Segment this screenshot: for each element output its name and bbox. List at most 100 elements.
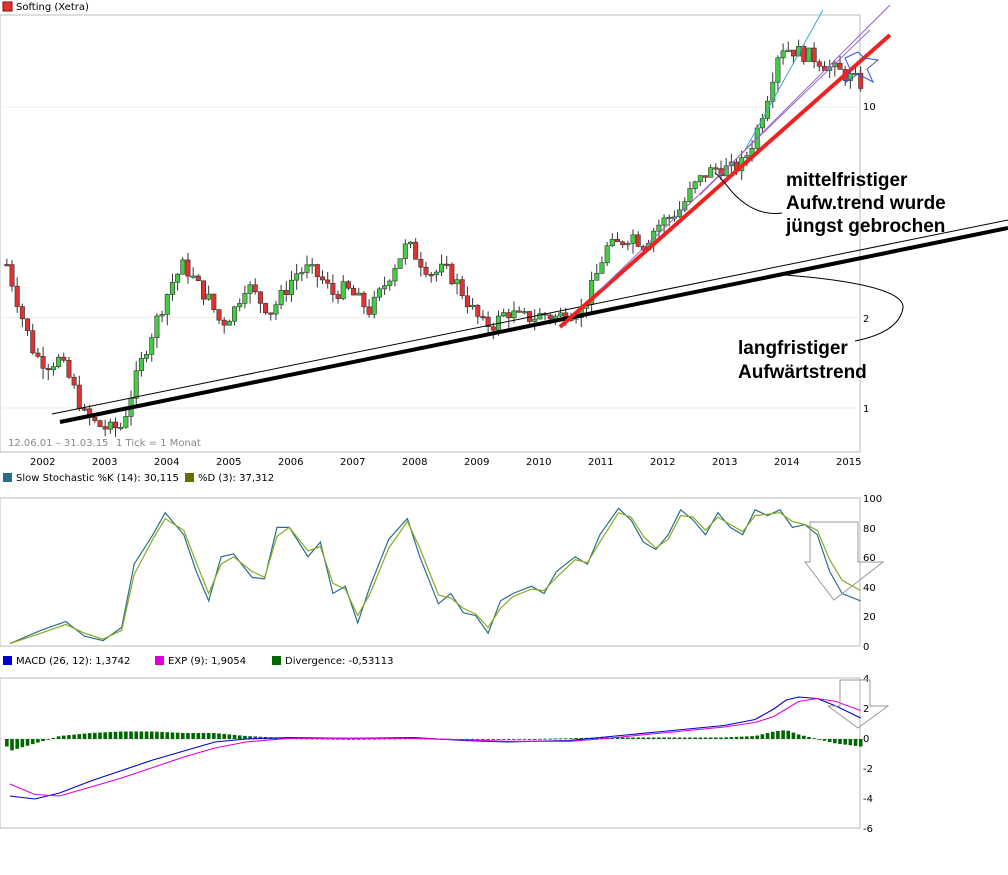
stoch-y-60: 60 [863, 553, 876, 564]
candle-down [790, 49, 796, 57]
candle-down [314, 264, 320, 278]
divergence-bar [501, 739, 506, 740]
candle-up [149, 337, 155, 355]
divergence-bar [739, 736, 744, 739]
price-title: Softing (Xetra) [16, 2, 89, 13]
divergence-bar [206, 733, 211, 739]
stoch-down-arrow [803, 521, 885, 601]
candle-up [661, 217, 667, 226]
stoch-d-line [9, 511, 861, 645]
candle-down [30, 330, 36, 354]
divergence-bar [320, 738, 325, 740]
candle-up [625, 243, 631, 246]
candle-down [35, 352, 41, 357]
x-label-2002: 2002 [30, 457, 55, 468]
candle-down [811, 47, 817, 63]
candle-up [832, 62, 838, 68]
candle-up [609, 239, 615, 247]
divergence-bar [719, 737, 723, 739]
candle-down [428, 274, 434, 277]
divergence-bar [481, 739, 485, 740]
divergence-bar [180, 732, 185, 739]
candle-up [288, 279, 294, 295]
divergence-bar [708, 737, 713, 739]
divergence-bar [25, 739, 30, 746]
candle-up [294, 273, 300, 281]
candle-up [558, 312, 564, 317]
divergence-bar [569, 738, 573, 739]
divergence-bar [372, 738, 377, 740]
mid-term-trendline [558, 33, 892, 329]
divergence-bar [351, 738, 356, 740]
divergence-bar [248, 736, 252, 739]
long-term-trendline-parallel [51, 219, 1008, 415]
annotation-mid-connector [714, 172, 783, 214]
candle-down [81, 408, 87, 411]
candle-down [25, 318, 31, 331]
divergence-bar [124, 731, 128, 739]
divergence-bar [51, 737, 56, 739]
candle-down [480, 316, 486, 319]
divergence-bar [641, 737, 646, 739]
divergence-bar [827, 739, 832, 742]
candle-down [423, 266, 429, 275]
stochastic-panel: Slow Stochastic %K (14): 30,115 %D (3): … [0, 473, 885, 653]
divergence-bar [698, 737, 703, 739]
candle-down [366, 306, 372, 315]
divergence-bar [144, 731, 149, 739]
candle-up [785, 49, 791, 52]
divergence-bar [237, 735, 242, 739]
upper-trendline-cyan [744, 9, 824, 151]
candle-down [61, 356, 67, 361]
divergence-bar [558, 738, 563, 740]
candle-up [770, 81, 776, 102]
candle-up [454, 279, 460, 285]
annotation-long-line-2: Aufwärtstrend [738, 362, 867, 383]
divergence-bar [186, 733, 190, 739]
divergence-bar [310, 738, 314, 740]
candle-down [325, 279, 331, 284]
candle-up [242, 293, 248, 304]
candle-down [185, 259, 191, 277]
x-label-2013: 2013 [712, 457, 737, 468]
divergence-bar [72, 734, 76, 739]
divergence-bar [325, 738, 330, 740]
divergence-bar [113, 731, 118, 739]
exp-legend-swatch [155, 656, 164, 665]
candle-up [247, 284, 253, 294]
x-label-2007: 2007 [340, 457, 365, 468]
divergence-bar [155, 731, 159, 739]
trendlines [51, 4, 1008, 424]
divergence-bar [196, 733, 201, 739]
divergence-bar [662, 737, 666, 739]
candle-up [371, 296, 377, 315]
x-label-2015: 2015 [836, 457, 861, 468]
divergence-bar [93, 732, 97, 739]
divergence-bar [212, 733, 216, 739]
d-legend-swatch [185, 473, 194, 482]
candle-down [490, 326, 496, 331]
period-info: 12.06.01 – 31.03.15 [8, 438, 108, 449]
candle-down [345, 281, 351, 289]
candle-up [180, 259, 186, 275]
divergence-bar [491, 739, 496, 740]
candle-down [614, 239, 620, 243]
divergence-bar [41, 739, 45, 741]
candle-up [532, 318, 538, 322]
divergence-bar [253, 736, 258, 739]
divergence-bar [30, 739, 35, 745]
candle-down [418, 258, 424, 268]
divergence-bar [243, 735, 247, 739]
divergence-bar [838, 739, 842, 744]
candle-up [630, 234, 636, 244]
divergence-bar [87, 733, 92, 739]
stoch-y-100: 100 [863, 494, 882, 505]
divergence-bar [776, 731, 780, 739]
divergence-bar [387, 738, 392, 740]
macd-y-2: 2 [863, 704, 869, 715]
divergence-bar [175, 732, 180, 739]
divergence-bar [512, 739, 516, 740]
divergence-bar [651, 737, 656, 739]
divergence-bar [475, 739, 480, 740]
divergence-bar [755, 735, 760, 739]
